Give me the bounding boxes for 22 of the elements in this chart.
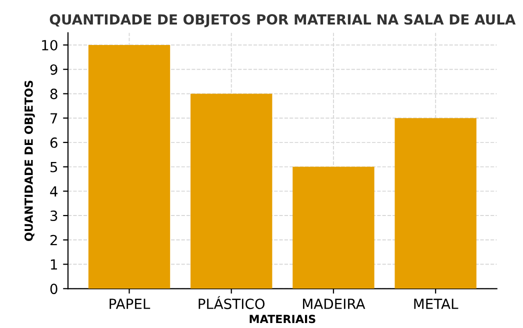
x-tick-label: METAL <box>414 298 458 309</box>
chart-title: QUANTIDADE DE OBJETOS POR MATERIAL NA SALA DE AULA <box>50 14 516 28</box>
y-tick-label: 5 <box>50 162 58 172</box>
y-tick-label: 7 <box>50 113 58 124</box>
x-tick-label: MADEIRA <box>303 298 366 309</box>
bar <box>190 94 272 289</box>
y-tick-label: 6 <box>50 137 58 148</box>
y-axis-title: QUANTIDADE DE OBJETOS <box>24 80 35 241</box>
y-tick-label: 4 <box>50 186 58 196</box>
y-tick-label: 10 <box>42 40 58 50</box>
y-tick-label: 1 <box>50 259 57 270</box>
y-tick-label: 3 <box>50 210 58 222</box>
y-tick-label: 2 <box>50 234 57 246</box>
bar <box>394 118 476 289</box>
y-tick-label: 9 <box>50 64 58 75</box>
x-tick-label: PLÁSTICO <box>198 296 265 310</box>
y-tick-label: 8 <box>50 88 58 100</box>
x-tick-label: PAPEL <box>110 298 150 309</box>
bar <box>292 166 374 289</box>
bar <box>88 44 170 289</box>
y-tick-label: 0 <box>50 284 58 294</box>
x-axis-title: MATERIAIS <box>250 314 316 324</box>
